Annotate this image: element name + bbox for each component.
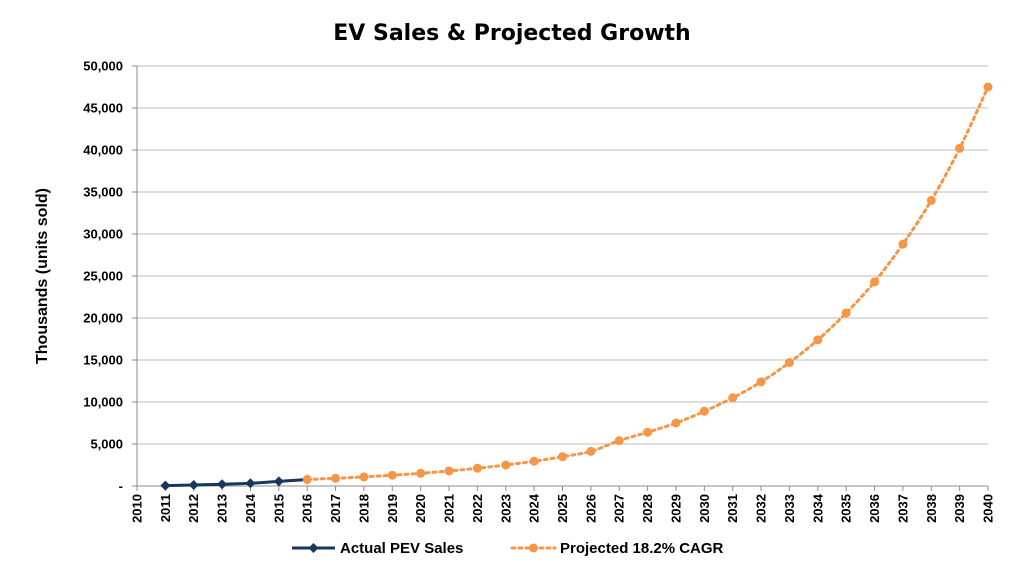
data-point: [331, 473, 341, 483]
data-point: [444, 466, 454, 476]
chart-title: EV Sales & Projected Growth: [333, 21, 690, 46]
y-tick-label: 45,000: [83, 101, 123, 116]
x-tick-label: 2014: [243, 493, 258, 523]
data-point: [756, 377, 766, 387]
data-point: [728, 393, 738, 403]
x-tick-label: 2033: [782, 494, 797, 523]
data-point: [784, 358, 794, 368]
data-point: [501, 460, 511, 470]
legend-item: Actual PEV Sales: [292, 540, 463, 557]
x-tick-label: 2010: [130, 494, 145, 523]
y-tick-label: 20,000: [83, 311, 123, 326]
legend-marker: [529, 543, 538, 553]
y-tick-label: 35,000: [83, 185, 123, 200]
x-tick-label: 2018: [356, 494, 371, 523]
legend-item: Projected 18.2% CAGR: [510, 540, 724, 557]
data-point: [841, 308, 851, 318]
x-tick-label: 2023: [498, 494, 513, 523]
x-tick-label: 2025: [555, 494, 570, 523]
series-actual-pev-sales: [160, 474, 313, 491]
data-point: [359, 472, 369, 482]
series-projected-cagr: [302, 82, 993, 484]
x-tick-label: 2035: [839, 494, 854, 523]
data-point: [870, 277, 880, 287]
y-tick-label: 40,000: [83, 143, 123, 158]
x-tick-label: 2031: [725, 494, 740, 523]
y-tick-label: 10,000: [83, 395, 123, 410]
legend-label: Actual PEV Sales: [340, 540, 463, 557]
data-point: [699, 406, 709, 416]
x-tick-label: 2024: [527, 493, 542, 523]
x-tick-label: 2037: [895, 494, 910, 523]
x-tick-label: 2021: [442, 494, 457, 523]
data-point: [558, 452, 567, 462]
data-point: [302, 474, 312, 484]
x-tick-label: 2011: [158, 494, 173, 522]
y-tick-label: 15,000: [83, 353, 123, 368]
series-line: [165, 477, 308, 488]
x-tick-label: 2034: [810, 493, 825, 523]
x-tick-label: 2013: [215, 494, 230, 523]
x-tick-label: 2038: [924, 494, 939, 523]
x-tick-label: 2016: [300, 494, 315, 523]
data-point: [813, 335, 823, 345]
legend: Actual PEV Sales Projected 18.2% CAGR: [292, 540, 724, 557]
x-tick-label: 2032: [754, 494, 769, 523]
x-tick-label: 2017: [328, 494, 343, 523]
legend-label: Projected 18.2% CAGR: [560, 540, 724, 557]
data-point: [614, 436, 624, 446]
x-tick-label: 2027: [612, 494, 627, 523]
data-point: [955, 143, 965, 153]
x-axis-tick-labels: 2010 2011 2012 2013 2014 2015 2016 2017 2018 2019…: [130, 493, 996, 523]
x-tick-label: 2022: [470, 494, 485, 523]
y-axis-label: Thousands (units sold): [34, 188, 51, 364]
x-tick-label: 2039: [952, 494, 967, 523]
data-point: [926, 195, 936, 205]
data-point: [472, 463, 482, 473]
data-point: [586, 446, 596, 456]
data-point: [217, 479, 228, 490]
data-point: [643, 427, 653, 437]
x-tick-label: 2019: [385, 494, 400, 523]
x-tick-label: 2015: [271, 494, 286, 523]
x-tick-label: 2026: [583, 494, 598, 523]
data-point: [416, 468, 426, 478]
x-tick-label: 2029: [668, 494, 683, 523]
y-tick-label: 30,000: [83, 227, 123, 242]
y-tick-label: 50,000: [83, 59, 123, 74]
data-point: [273, 476, 284, 487]
data-point: [983, 82, 993, 92]
y-tick-label: 25,000: [83, 269, 123, 284]
x-tick-label: 2020: [413, 494, 428, 523]
axes: [132, 65, 989, 491]
data-point: [188, 479, 199, 490]
data-point: [387, 470, 397, 480]
x-tick-label: 2030: [697, 494, 712, 523]
x-tick-label: 2028: [640, 494, 655, 523]
x-tick-label: 2036: [867, 494, 882, 523]
y-axis-tick-labels: - 5,000 10,000 15,000 20,000 25,000 30,000 35,0…: [83, 59, 123, 494]
data-point: [529, 456, 539, 466]
data-point: [245, 478, 256, 489]
legend-marker: [308, 543, 319, 553]
x-tick-label: 2012: [186, 494, 201, 523]
y-tick-label: 5,000: [90, 437, 123, 452]
series-layer: [160, 82, 993, 491]
data-point: [671, 418, 681, 428]
data-point: [898, 239, 908, 249]
series-line: [305, 85, 990, 481]
y-tick-label: -: [119, 479, 123, 494]
gridlines: [137, 65, 988, 445]
x-tick-label: 2040: [981, 494, 996, 523]
data-point: [160, 480, 171, 491]
